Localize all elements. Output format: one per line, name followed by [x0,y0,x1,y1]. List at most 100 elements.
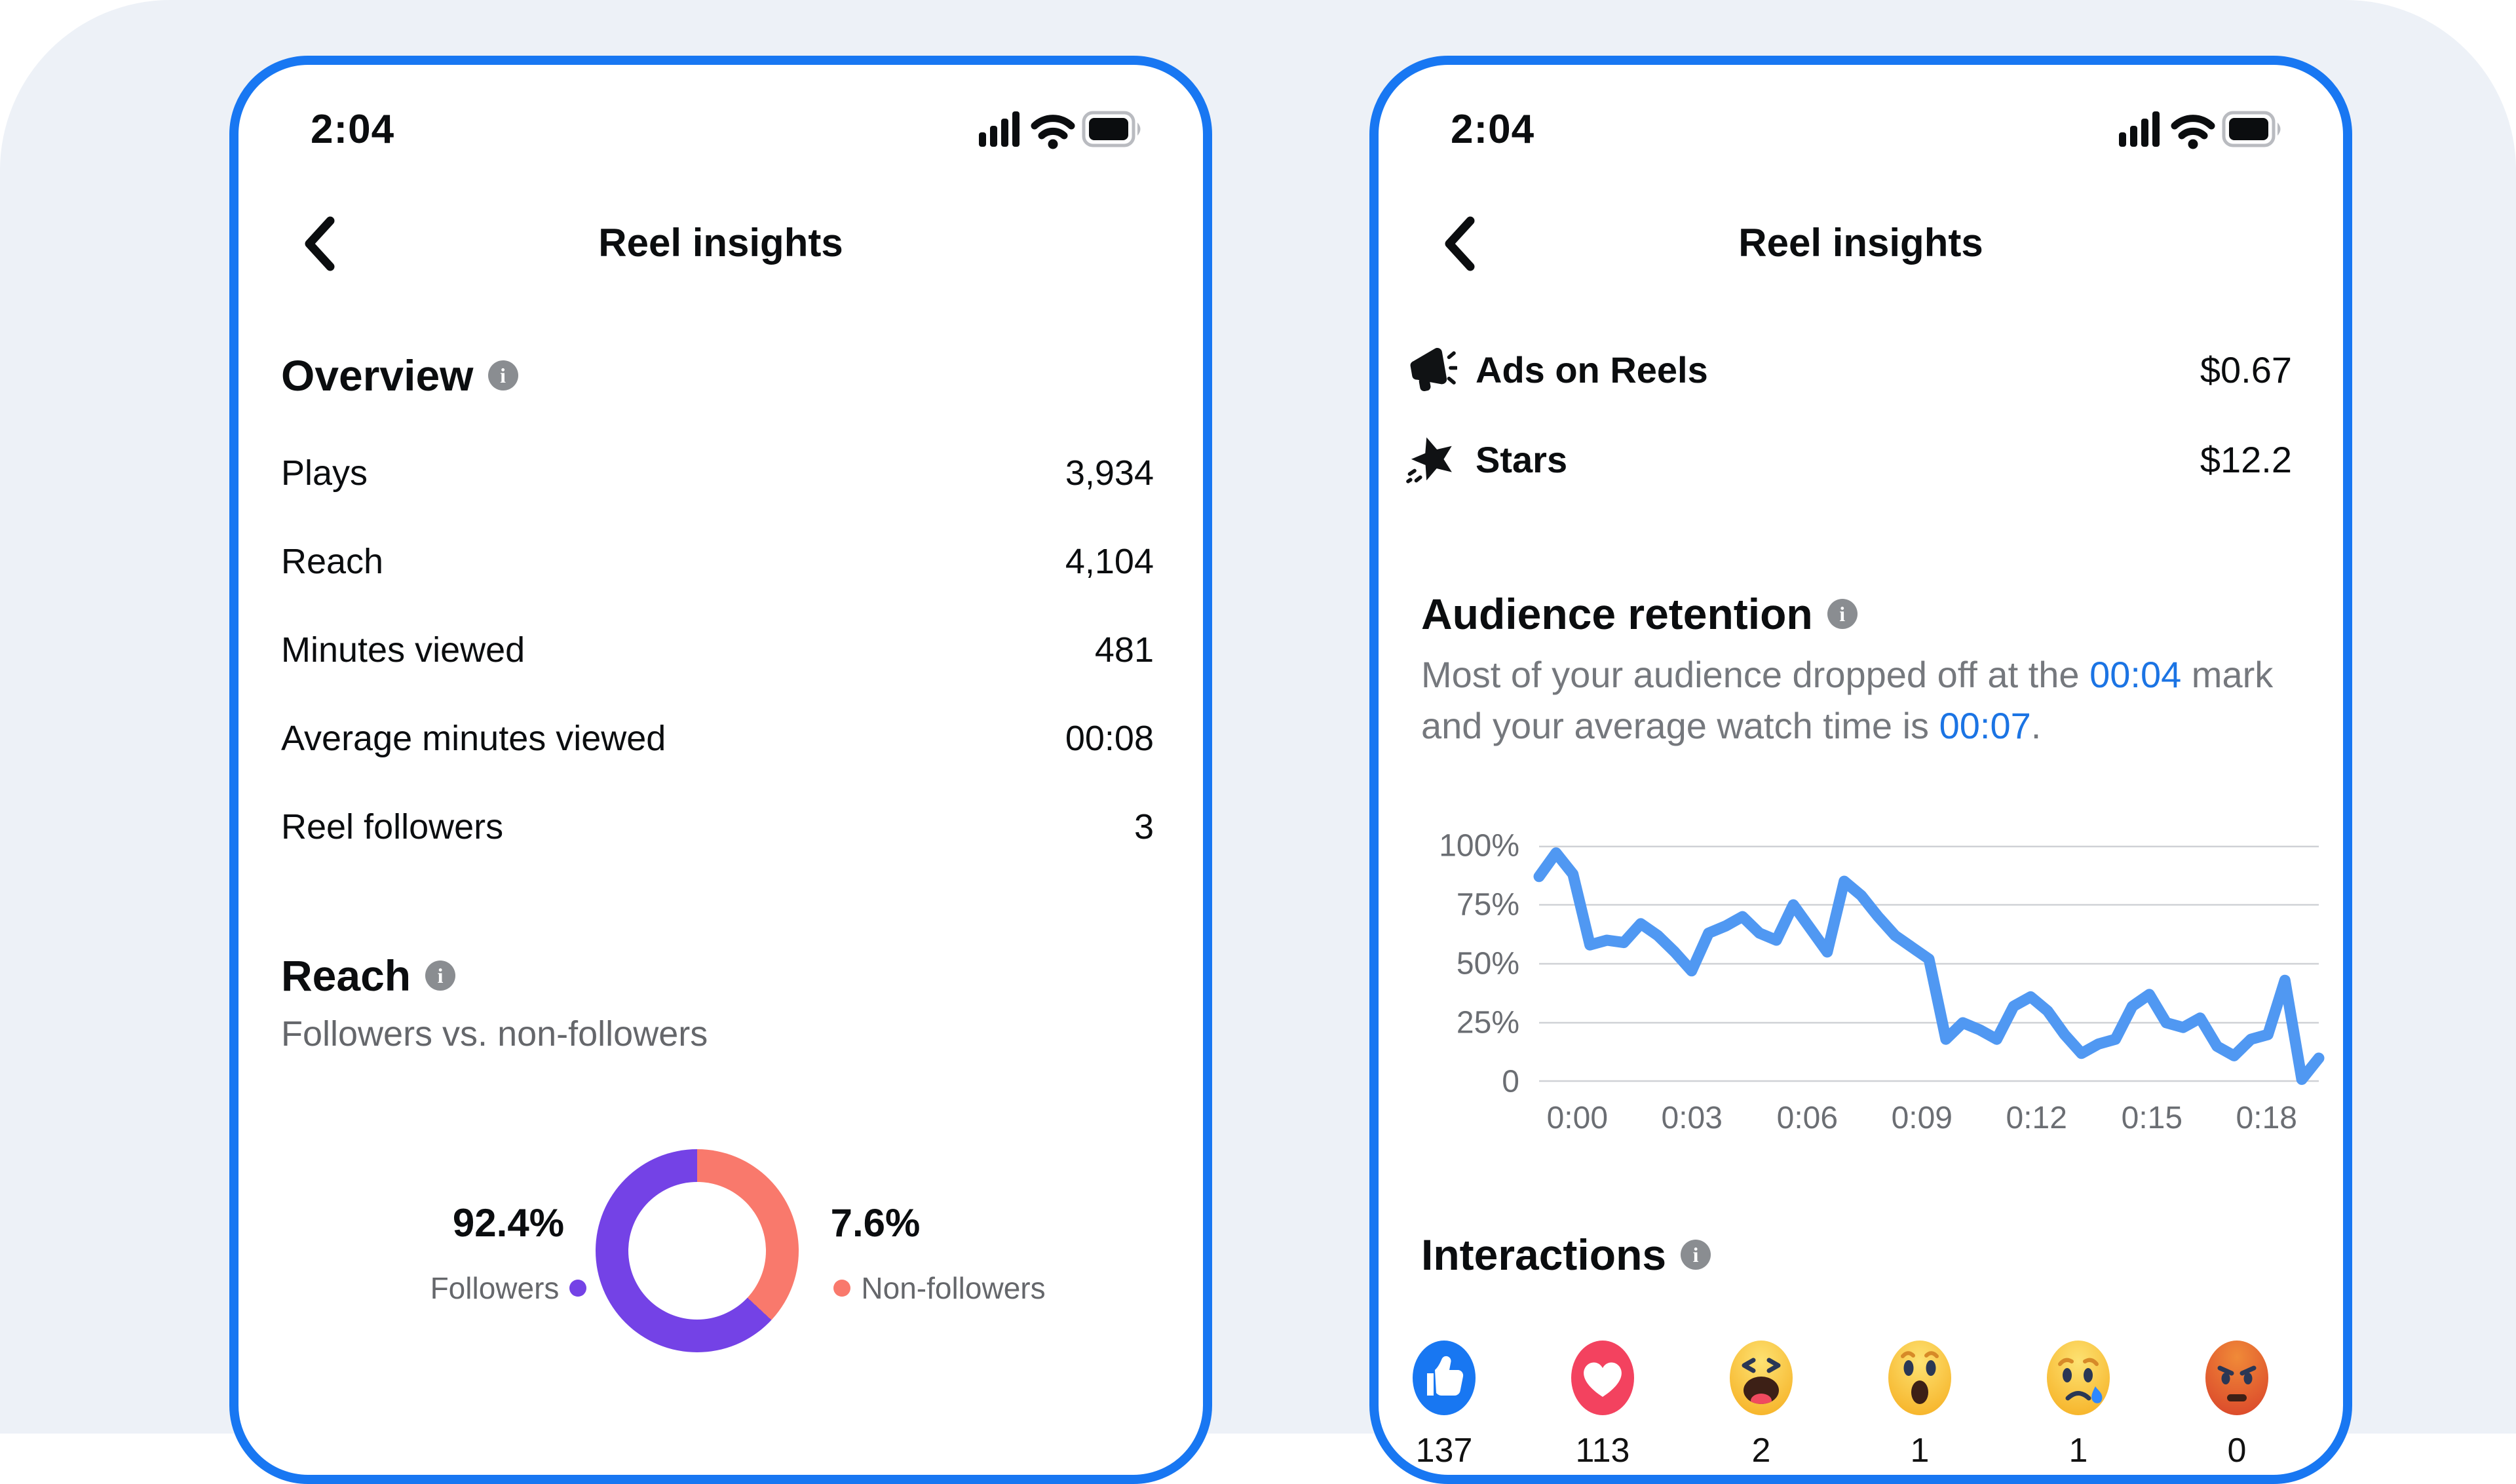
overview-heading: Overview i [281,351,518,400]
metric-label: Reel followers [281,807,504,847]
metric-label: Plays [281,453,368,493]
reach-heading-label: Reach [281,951,411,1000]
status-icons [2119,109,2283,149]
description-text: . [2030,705,2042,746]
metric-value: 4,104 [1065,542,1154,581]
dropoff-time-link[interactable]: 00:04 [2089,654,2182,695]
y-tick: 75% [1456,887,1519,923]
x-tick: 0:03 [1661,1101,1723,1135]
info-icon[interactable]: i [1827,599,1858,629]
status-icons [979,109,1143,149]
followers-legend-label: Followers [430,1271,560,1305]
page-title: Reel insights [1738,221,1983,265]
x-tick: 0:00 [1546,1101,1609,1135]
metric-row-minutes-viewed: Minutes viewed 481 [281,627,1154,673]
wow-reaction: 1 [1877,1339,1962,1470]
right-nav-bar: Reel insights [1379,204,2343,282]
earning-value: $0.67 [2200,349,2292,390]
sad-icon [2047,1341,2110,1415]
retention-plot-area [1533,845,2325,1085]
metric-value: 00:08 [1065,719,1154,758]
reaction-count: 1 [1910,1432,1930,1470]
cellular-signal-icon [979,111,1020,147]
audience-retention-heading: Audience retention i [1421,589,1858,639]
interactions-heading-label: Interactions [1421,1230,1667,1279]
description-text: Most of your audience dropped off at the [1421,654,2090,695]
left-status-bar: 2:04 [311,103,1143,155]
reaction-count: 137 [1415,1432,1473,1470]
sad-reaction: 1 [2036,1339,2121,1470]
metric-row-reel-followers: Reel followers 3 [281,804,1154,850]
metric-value: 3,934 [1065,453,1154,493]
haha-icon [1730,1341,1793,1415]
retention-line [1533,847,2325,1085]
metric-label: Average minutes viewed [281,719,666,758]
y-tick: 100% [1439,828,1519,864]
x-tick: 0:06 [1776,1101,1839,1135]
wifi-icon [2171,115,2215,149]
earning-value: $12.2 [2200,438,2292,480]
audience-retention-chart: 100% 75% 50% 25% 0 [1424,829,2325,1147]
megaphone-icon [1405,343,1458,396]
description-text: mark and your average watch time is [1421,654,2274,746]
y-tick: 25% [1456,1005,1519,1040]
metric-label: Minutes viewed [281,630,525,670]
reaction-count: 2 [1751,1432,1771,1470]
earning-label: Ads on Reels [1476,349,1708,390]
y-tick: 0 [1502,1064,1519,1099]
metric-value: 481 [1094,630,1154,670]
reaction-count: 0 [2227,1432,2247,1470]
metric-row-average-minutes: Average minutes viewed 00:08 [281,715,1154,761]
reaction-count: 1 [2068,1432,2088,1470]
angry-reaction: 0 [2194,1339,2279,1470]
info-icon[interactable]: i [1681,1240,1711,1270]
wifi-icon [1031,115,1075,149]
non-followers-percent: 7.6% [830,1201,921,1245]
y-axis-labels: 100% 75% 50% 25% 0 [1424,829,1519,1099]
love-icon [1571,1341,1634,1415]
back-button[interactable] [296,214,342,273]
reaction-count: 113 [1575,1432,1630,1470]
ads-on-reels-row: Ads on Reels $0.67 [1405,340,2292,399]
metric-row-reach: Reach 4,104 [281,539,1154,584]
left-phone-frame: 2:04 [229,56,1212,1484]
reach-subtitle: Followers vs. non-followers [281,1014,708,1054]
followers-legend-dot [569,1280,587,1297]
followers-donut-chart [596,1149,799,1352]
haha-reaction: 2 [1719,1339,1804,1470]
x-tick: 0:09 [1891,1101,1953,1135]
like-reaction: 137 [1401,1339,1487,1470]
earning-label: Stars [1476,438,1568,480]
average-watch-time-link[interactable]: 00:07 [1939,705,2031,746]
non-followers-legend: Non-followers [815,1270,1064,1306]
reactions-row: 137 2 113 [1401,1339,2279,1470]
stars-row: Stars $12.2 [1405,430,2292,489]
non-followers-legend-dot [833,1280,851,1297]
status-time: 2:04 [1451,106,1535,152]
followers-legend: Followers [417,1270,600,1306]
angry-icon [2205,1341,2268,1415]
cellular-signal-icon [2119,111,2160,147]
overview-heading-label: Overview [281,351,474,400]
status-time: 2:04 [311,106,395,152]
metric-value: 3 [1134,807,1154,847]
retention-description: Most of your audience dropped off at the… [1421,649,2299,752]
metric-label: Reach [281,542,384,581]
interactions-heading: Interactions i [1421,1230,1711,1280]
info-icon[interactable]: i [487,360,518,390]
audience-retention-heading-label: Audience retention [1421,590,1813,638]
right-phone-frame: 2:04 [1369,56,2352,1484]
metric-row-plays: Plays 3,934 [281,450,1154,496]
non-followers-legend-label: Non-followers [861,1271,1046,1305]
reach-heading: Reach i [281,951,456,1000]
battery-icon [2222,111,2281,147]
chevron-left-icon [305,216,335,271]
left-nav-bar: Reel insights [238,204,1203,282]
wow-icon [1888,1341,1951,1415]
like-icon [1413,1341,1476,1415]
info-icon[interactable]: i [425,961,456,991]
back-button[interactable] [1436,214,1482,273]
x-tick: 0:15 [2121,1101,2183,1135]
x-tick: 0:12 [2006,1101,2067,1135]
